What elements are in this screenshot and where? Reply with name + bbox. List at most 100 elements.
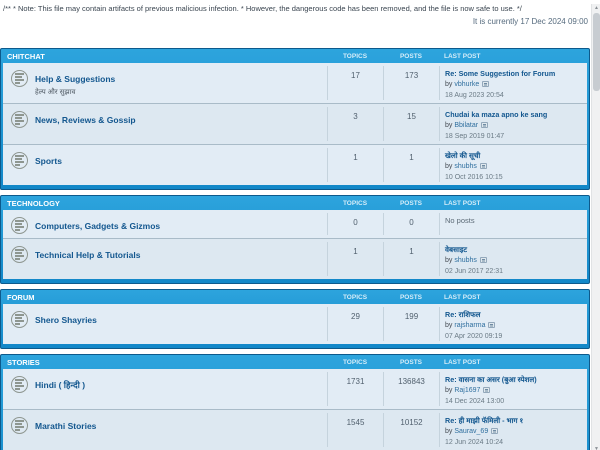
lastpost-title-link[interactable]: वेबसाइट (445, 245, 467, 254)
scrollbar[interactable]: ▲ ▼ (591, 4, 600, 450)
column-header-topics: TOPICS (342, 52, 368, 60)
forum-row: Shero Shayries 29 199 Re: राशिफल by rajs… (3, 304, 587, 344)
forum-row: Marathi Stories 1545 10152 Re: ही माझी फ… (3, 409, 587, 450)
forum-icon-cell (3, 413, 35, 447)
lastpost-author-link[interactable]: shubhs (454, 163, 477, 170)
column-header-topics: TOPICS (342, 358, 368, 366)
lastpost-title-link[interactable]: Chudai ka maza apno ke sang (445, 110, 548, 119)
current-time: It is currently 17 Dec 2024 09:00 (472, 17, 588, 26)
forum-read-icon (10, 376, 28, 393)
forum-category: STORIES TOPICS POSTS LAST POST Hindi ( ह… (0, 354, 590, 450)
lastpost-date: 02 Jun 2017 22:31 (445, 267, 503, 275)
forum-name-cell: Computers, Gadgets & Gizmos (35, 213, 327, 235)
goto-lastpost-icon[interactable] (479, 257, 487, 264)
category-header: TECHNOLOGY TOPICS POSTS LAST POST (3, 196, 587, 210)
scrollbar-down-arrow-icon[interactable]: ▼ (594, 446, 599, 450)
forum-link[interactable]: Hindi ( हिन्दी ) (35, 380, 86, 390)
forum-read-icon (10, 217, 28, 234)
posts-count: 10152 (383, 413, 439, 447)
no-posts-label: No posts (445, 216, 475, 225)
category-title-link[interactable]: CHITCHAT (7, 51, 45, 61)
forum-read-icon (10, 111, 28, 128)
by-label: by (445, 81, 453, 88)
category-title-link[interactable]: TECHNOLOGY (7, 198, 60, 208)
forum-row: Technical Help & Tutorials 1 1 वेबसाइट b… (3, 238, 587, 279)
forum-read-icon (10, 311, 28, 328)
scrollbar-up-arrow-icon[interactable]: ▲ (594, 5, 599, 11)
forum-name-cell: Technical Help & Tutorials (35, 242, 327, 276)
category-title-link[interactable]: STORIES (7, 357, 40, 367)
forum-name-cell: Sports (35, 148, 327, 182)
column-header-posts: POSTS (399, 199, 423, 207)
forum-category: CHITCHAT TOPICS POSTS LAST POST Help & S… (0, 48, 590, 190)
forum-name-cell: Marathi Stories (35, 413, 327, 447)
forum-link[interactable]: Marathi Stories (35, 421, 97, 431)
lastpost-author-line: by Raj1697 (445, 386, 587, 396)
forum-row: News, Reviews & Gossip 3 15 Chudai ka ma… (3, 103, 587, 144)
forum-link[interactable]: Help & Suggestions (35, 74, 116, 84)
lastpost-author-line: by shubhs (445, 162, 587, 172)
category-header: CHITCHAT TOPICS POSTS LAST POST (3, 49, 587, 63)
lastpost-author-link[interactable]: Bbilatar (454, 122, 479, 129)
board-index: CHITCHAT TOPICS POSTS LAST POST Help & S… (0, 48, 590, 450)
topics-count: 1731 (327, 372, 383, 406)
scrollbar-thumb[interactable] (593, 13, 600, 91)
by-label: by (445, 387, 453, 394)
forum-icon-cell (3, 213, 35, 235)
lastpost-date: 18 Sep 2019 01:47 (445, 132, 505, 140)
forum-link[interactable]: Shero Shayries (35, 315, 97, 325)
posts-count: 0 (383, 213, 439, 235)
forum-row: Sports 1 1 खेलो की सूची by shubhs 10 Oct… (3, 144, 587, 185)
lastpost-author-link[interactable]: rajsharma (454, 322, 486, 329)
column-header-posts: POSTS (399, 52, 423, 60)
lastpost-author-link[interactable]: Saurav_69 (454, 428, 489, 435)
lastpost-title-link[interactable]: खेलो की सूची (445, 151, 481, 160)
column-header-lastpost: LAST POST (444, 293, 481, 301)
lastpost-author-link[interactable]: shubhs (454, 257, 477, 264)
column-header-topics: TOPICS (342, 199, 368, 207)
goto-lastpost-icon[interactable] (479, 163, 487, 170)
forum-link[interactable]: News, Reviews & Gossip (35, 115, 136, 125)
lastpost-author-line: by rajsharma (445, 321, 587, 331)
lastpost-title-link[interactable]: Re: राशिफल (445, 310, 481, 319)
lastpost-author-link[interactable]: Raj1697 (454, 387, 481, 394)
lastpost-title-link[interactable]: Re: वासना का असर (बुआ स्पेशल) (445, 375, 537, 384)
forum-read-icon (10, 417, 28, 434)
forum-row: Help & Suggestions हेल्प और सुझाव 17 173… (3, 63, 587, 103)
forum-icon-cell (3, 372, 35, 406)
goto-lastpost-icon[interactable] (491, 428, 499, 435)
category-title-link[interactable]: FORUM (7, 292, 35, 302)
forum-link[interactable]: Technical Help & Tutorials (35, 250, 141, 260)
goto-lastpost-icon[interactable] (483, 387, 491, 394)
topics-count: 17 (327, 66, 383, 100)
forum-link[interactable]: Computers, Gadgets & Gizmos (35, 221, 161, 231)
page-note: /** * Note: This file may contain artifa… (3, 4, 522, 13)
topics-count: 29 (327, 307, 383, 341)
posts-count: 199 (383, 307, 439, 341)
by-label: by (445, 122, 453, 129)
goto-lastpost-icon[interactable] (488, 322, 496, 329)
lastpost-author-link[interactable]: vbhurke (454, 81, 480, 88)
lastpost-cell: Re: राशिफल by rajsharma 07 Apr 2020 09:1… (439, 307, 587, 341)
forum-read-icon (10, 152, 28, 169)
forum-list: Help & Suggestions हेल्प और सुझाव 17 173… (3, 63, 587, 185)
column-header-posts: POSTS (399, 358, 423, 366)
forum-link[interactable]: Sports (35, 156, 62, 166)
category-header: FORUM TOPICS POSTS LAST POST (3, 290, 587, 304)
lastpost-title-link[interactable]: Re: Some Suggestion for Forum (445, 69, 556, 78)
topics-count: 1545 (327, 413, 383, 447)
posts-count: 173 (383, 66, 439, 100)
goto-lastpost-icon[interactable] (482, 81, 490, 88)
forum-name-cell: Help & Suggestions हेल्प और सुझाव (35, 66, 327, 100)
lastpost-date: 12 Jun 2024 10:24 (445, 438, 503, 446)
posts-count: 1 (383, 148, 439, 182)
lastpost-cell: Re: वासना का असर (बुआ स्पेशल) by Raj1697… (439, 372, 587, 406)
lastpost-title-link[interactable]: Re: ही माझी फॅमिली - भाग १ (445, 416, 524, 425)
forum-description: हेल्प और सुझाव (35, 89, 76, 96)
posts-count: 15 (383, 107, 439, 141)
topics-count: 1 (327, 242, 383, 276)
goto-lastpost-icon[interactable] (481, 122, 489, 129)
forum-icon-cell (3, 242, 35, 276)
forum-list: Shero Shayries 29 199 Re: राशिफल by rajs… (3, 304, 587, 344)
lastpost-author-line: by vbhurke (445, 80, 587, 90)
